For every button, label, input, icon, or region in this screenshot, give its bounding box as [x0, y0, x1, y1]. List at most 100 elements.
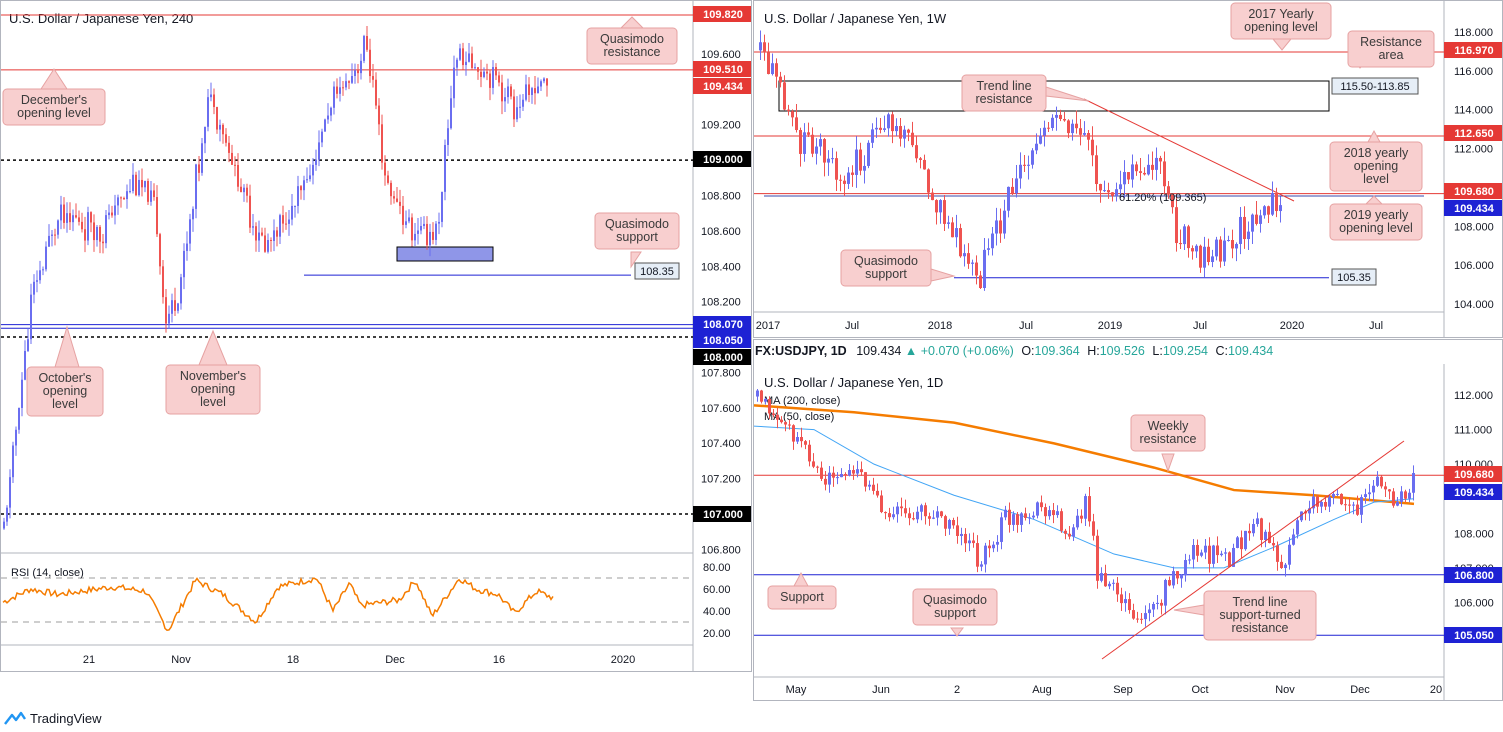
- h4-candle: [438, 221, 440, 224]
- h4-candle: [414, 233, 416, 241]
- d1-candle: [1360, 497, 1363, 515]
- w1-range-box: 115.50-113.85: [1340, 81, 1409, 93]
- h4-candle: [501, 82, 503, 102]
- d1-candle: [1180, 575, 1183, 579]
- h4-y-tick: 107.600: [701, 403, 741, 415]
- d1-candle: [1164, 580, 1167, 606]
- d1-price-tag-bg: [1444, 484, 1502, 500]
- d1-trendline: [1101, 440, 1405, 660]
- w1-chart-svg[interactable]: U.S. Dollar / Japanese Yen, 1W 61.20% (10…: [754, 1, 1503, 338]
- w1-y-tick: 112.000: [1454, 144, 1493, 156]
- h4-candle: [534, 88, 536, 94]
- d1-candle: [856, 469, 859, 474]
- d1-candle: [1232, 547, 1235, 567]
- d1-note-weekly-res-line: Weekly: [1148, 419, 1190, 433]
- d1-y-tick: 112.000: [1454, 390, 1493, 402]
- h4-candle: [426, 223, 428, 246]
- w1-candle: [779, 76, 782, 83]
- d1-candle: [960, 533, 963, 536]
- d1-note-weekly-res-box: [1130, 414, 1206, 452]
- d1-chart-panel[interactable]: U.S. Dollar / Japanese Yen, 1D MA (200, c…: [753, 339, 1503, 701]
- note-qm-support-pointer: [630, 251, 642, 269]
- d1-candle: [1300, 511, 1303, 521]
- d1-candle: [864, 472, 867, 487]
- h4-candle: [519, 106, 521, 108]
- h4-price-tag: 108.070: [703, 319, 743, 331]
- h4-candle: [39, 270, 41, 281]
- d1-candle: [904, 508, 907, 514]
- h4-candle: [3, 521, 5, 529]
- h4-candle: [297, 186, 299, 206]
- w1-candle: [899, 126, 902, 139]
- w1-x-tick: 2018: [928, 320, 952, 332]
- h4-candle: [72, 215, 74, 223]
- h4-candle: [195, 164, 197, 209]
- h4-box-108-35-box: [634, 262, 680, 280]
- d1-candle: [1060, 511, 1063, 531]
- w1-x-tick: Jul: [1369, 320, 1383, 332]
- h4-candle: [66, 213, 68, 223]
- d1-candle: [1100, 573, 1103, 581]
- h4-candle: [417, 230, 419, 234]
- h4-price-tag: 108.050: [703, 335, 743, 347]
- d1-candle: [1244, 530, 1247, 550]
- w1-candle: [971, 262, 974, 264]
- w1-candle: [1095, 155, 1098, 185]
- h4-chart-panel[interactable]: U.S. Dollar / Japanese Yen, 240 109.600 10…: [0, 0, 752, 672]
- d1-candle: [1236, 537, 1239, 548]
- h4-candle: [156, 197, 158, 235]
- d1-candle: [848, 470, 851, 476]
- h4-candle: [267, 239, 269, 252]
- d1-candle: [1012, 514, 1015, 525]
- d1-y-tick: 111.000: [1454, 425, 1492, 437]
- d1-candle: [1320, 502, 1323, 507]
- d1-candle: [1144, 613, 1147, 620]
- d1-candle: [1340, 493, 1343, 505]
- h4-candle: [537, 86, 539, 94]
- rsi-y-tick: 60.00: [703, 584, 731, 596]
- w1-candle: [915, 145, 918, 159]
- h4-y-tick: 109.600: [701, 49, 741, 61]
- w1-candle: [1051, 117, 1054, 128]
- d1-x-tick: Sep: [1113, 684, 1133, 696]
- h4-candle: [360, 60, 362, 74]
- w1-candle: [871, 129, 874, 143]
- d1-candle: [1112, 582, 1115, 584]
- d1-candle: [1412, 473, 1415, 493]
- d1-x-tick: Dec: [1350, 684, 1370, 696]
- w1-candle: [1259, 215, 1262, 224]
- h4-x-tick: 21: [83, 654, 95, 666]
- d1-candle: [980, 564, 983, 567]
- d1-note-qm-support-line: Quasimodo: [923, 593, 987, 607]
- w1-candle: [1027, 164, 1030, 166]
- h4-candle: [279, 215, 281, 237]
- high-label: H:: [1087, 344, 1100, 358]
- w1-candle: [1183, 226, 1186, 245]
- h4-candle: [120, 197, 122, 199]
- note-november-open-line: opening: [191, 382, 236, 396]
- w1-candle: [795, 117, 798, 131]
- d1-x-tick: Aug: [1032, 684, 1052, 696]
- d1-x-tick: Nov: [1275, 684, 1295, 696]
- w1-box-105-35: 105.35: [1337, 272, 1371, 284]
- h4-candle: [240, 186, 242, 193]
- d1-candle: [1240, 537, 1243, 550]
- d1-candle: [1088, 496, 1091, 522]
- h4-candle: [81, 221, 83, 230]
- d1-candle: [1156, 602, 1159, 604]
- d1-candle: [1352, 504, 1355, 506]
- d1-note-qm-support-pointer: [950, 627, 964, 637]
- h4-y-tick: 109.200: [701, 120, 741, 132]
- h4-candle: [186, 243, 188, 251]
- w1-candle: [1087, 133, 1090, 140]
- h4-y-tick: 106.800: [701, 544, 741, 556]
- w1-chart-panel[interactable]: U.S. Dollar / Japanese Yen, 1W 61.20% (10…: [753, 0, 1503, 338]
- w1-candle: [1147, 164, 1150, 175]
- d1-chart-svg[interactable]: U.S. Dollar / Japanese Yen, 1D MA (200, c…: [754, 340, 1503, 701]
- w1-candle: [787, 109, 790, 112]
- h4-chart-svg[interactable]: U.S. Dollar / Japanese Yen, 240 109.600 10…: [1, 1, 752, 672]
- h4-candle: [453, 67, 455, 99]
- w1-fib-label: 61.20% (109.365): [1119, 192, 1206, 204]
- tradingview-brand[interactable]: TradingView: [4, 708, 102, 728]
- h4-candle: [489, 73, 491, 88]
